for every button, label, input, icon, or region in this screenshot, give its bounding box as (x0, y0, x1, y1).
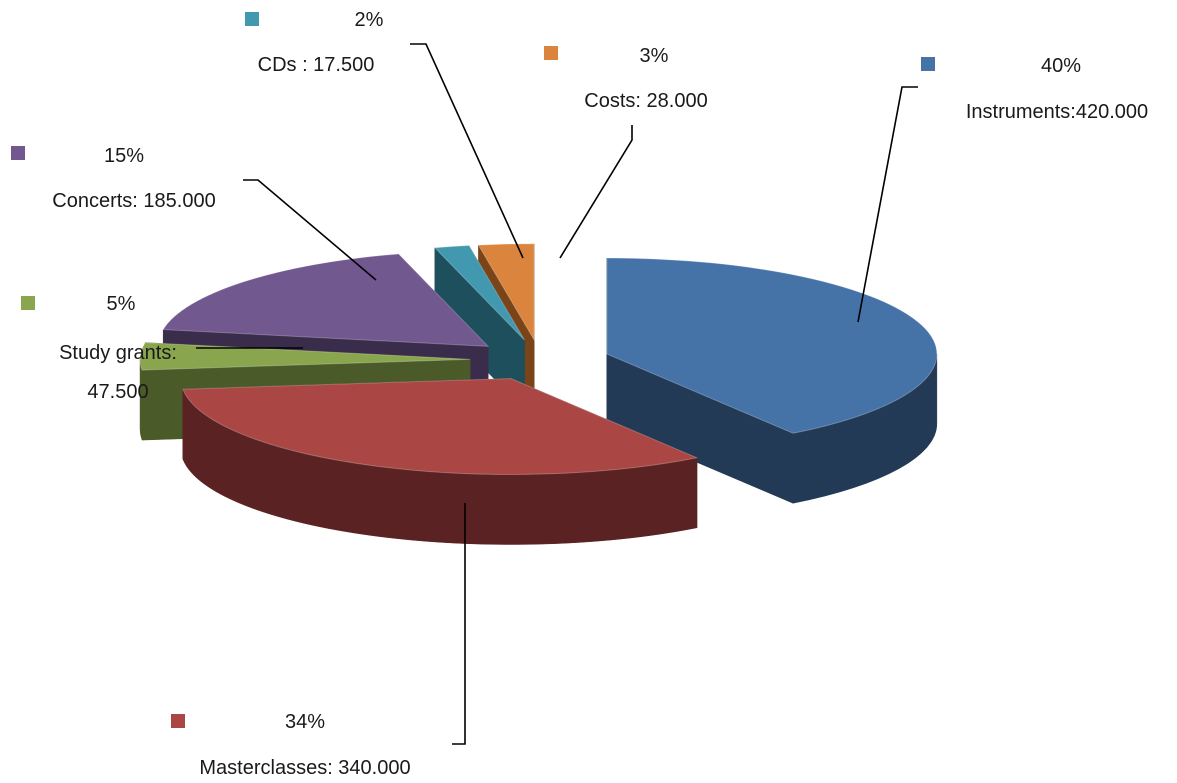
pie-label-study-grants: 5% Study grants: 47.500 (21, 293, 303, 403)
data-label-percent: 5% (107, 293, 136, 315)
leader-line (243, 179, 377, 281)
pie-slice-top (433, 244, 525, 341)
leader-line (559, 125, 633, 259)
pie-slice-masterclasses (182, 378, 699, 545)
pie-labels: 40% Instruments:420.000 34% Masterclasses: … (11, 9, 1148, 779)
data-label-category: Concerts: 185.000 (52, 190, 215, 212)
pie-slice-top (477, 243, 535, 342)
legend-key-marker (544, 46, 558, 60)
data-label-percent: 3% (640, 45, 669, 67)
data-label-category: CDs : 17.500 (258, 54, 375, 76)
pie-slice-rim (182, 389, 698, 545)
data-label-category: 47.500 (87, 381, 148, 403)
pie-slices (139, 243, 938, 545)
pie-label-concerts: 15% Concerts: 185.000 (11, 145, 377, 281)
legend-key-marker (245, 12, 259, 26)
pie-label-masterclasses: 34% Masterclasses: 340.000 (171, 503, 466, 779)
pie-label-cds: 2% CDs : 17.500 (245, 9, 524, 259)
pie-label-instruments: 40% Instruments:420.000 (857, 55, 1148, 323)
data-label-category: Masterclasses: 340.000 (199, 757, 410, 779)
data-label-percent: 2% (355, 9, 384, 31)
data-label-percent: 40% (1041, 55, 1081, 77)
leader-line (857, 86, 918, 323)
data-label-percent: 15% (104, 145, 144, 167)
pie-slice-cds (433, 244, 525, 412)
data-label-category: Instruments:420.000 (966, 101, 1148, 123)
pie-slice-top (162, 253, 490, 347)
data-label-percent: 34% (285, 711, 325, 733)
pie-slice-top (139, 342, 471, 371)
pie-slice-top (606, 257, 938, 434)
leader-line (410, 43, 524, 259)
leader-line (452, 503, 466, 745)
pie-label-costs: 3% Costs: 28.000 (544, 45, 708, 259)
legend-key-marker (11, 146, 25, 160)
data-label-category: Study grants: (59, 342, 177, 364)
pie-slice-top (182, 378, 699, 476)
pie-slice-instruments (606, 257, 938, 504)
legend-key-marker (171, 714, 185, 728)
legend-key-marker (21, 296, 35, 310)
legend-key-marker (921, 57, 935, 71)
data-label-category: Costs: 28.000 (584, 90, 707, 112)
